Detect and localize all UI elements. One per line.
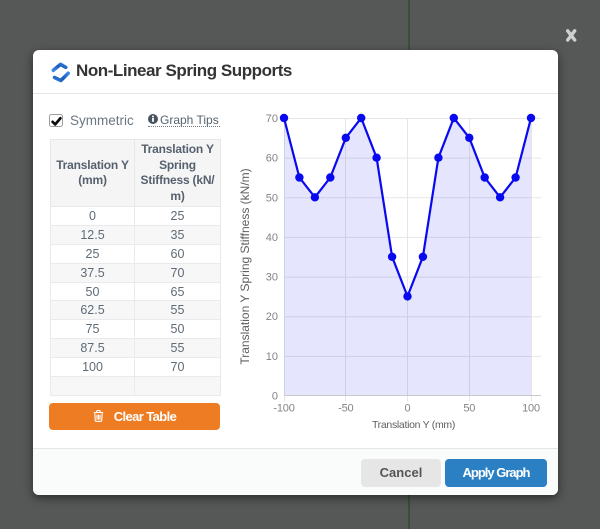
svg-text:50: 50	[463, 403, 475, 415]
svg-text:0: 0	[405, 403, 411, 415]
svg-text:10: 10	[266, 351, 278, 363]
svg-text:-100: -100	[273, 403, 294, 415]
svg-text:70: 70	[266, 113, 278, 125]
svg-text:20: 20	[266, 311, 278, 323]
svg-text:40: 40	[266, 232, 278, 244]
svg-text:Translation Y Spring Stiffness: Translation Y Spring Stiffness (kN/m)	[238, 168, 252, 364]
svg-text:Translation Y (mm): Translation Y (mm)	[372, 419, 455, 431]
svg-text:30: 30	[266, 272, 278, 284]
svg-text:-50: -50	[338, 403, 353, 415]
svg-text:0: 0	[272, 391, 278, 403]
svg-text:50: 50	[266, 192, 278, 204]
svg-text:60: 60	[266, 153, 278, 165]
svg-text:100: 100	[522, 403, 540, 415]
